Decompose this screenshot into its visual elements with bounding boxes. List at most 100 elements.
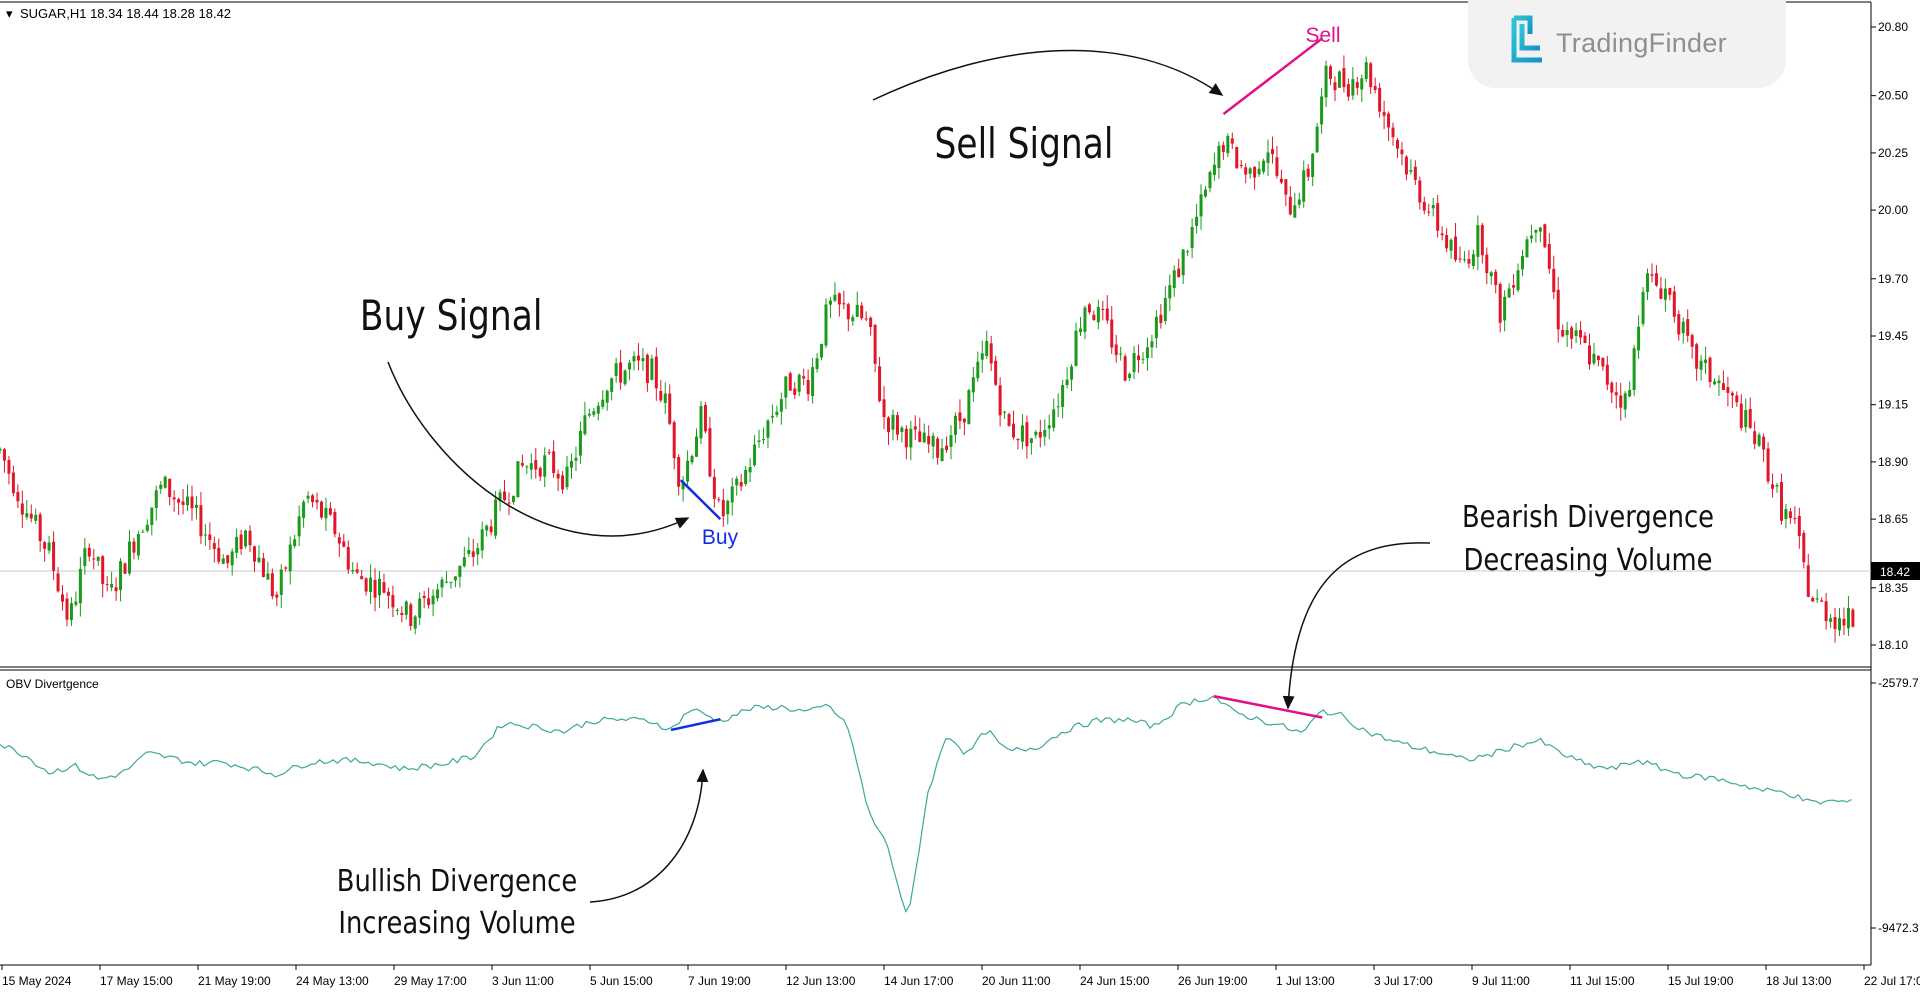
candle-body	[623, 370, 627, 385]
candle-body	[654, 356, 658, 389]
candle-body	[1217, 145, 1221, 169]
candle-body	[1329, 66, 1333, 79]
time-axis-tick-label: 7 Jun 19:00	[688, 974, 751, 988]
candle-body	[288, 544, 292, 572]
candle-body	[904, 428, 908, 448]
candle-body	[1534, 229, 1538, 233]
obv-axis-tick-label: -2579.7	[1878, 676, 1919, 690]
candle-body	[386, 591, 390, 596]
candle-body	[717, 499, 721, 501]
candle-body	[931, 435, 935, 447]
candle-body	[1596, 355, 1600, 361]
time-axis-tick-label: 20 Jun 11:00	[982, 974, 1051, 988]
candle-body	[489, 526, 493, 533]
candle-body	[556, 473, 560, 479]
candle-body	[587, 413, 591, 416]
candle-body	[1543, 224, 1547, 248]
candle-body	[712, 476, 716, 499]
candle-body	[1199, 194, 1203, 217]
candle-body	[1632, 348, 1636, 391]
candle-body	[1757, 434, 1761, 446]
candle-body	[47, 542, 51, 551]
candle-body	[1476, 225, 1480, 257]
candle-body	[1458, 258, 1462, 260]
candle-body	[766, 420, 770, 438]
candle-body	[927, 435, 931, 445]
candle-body	[1096, 306, 1100, 323]
candle-body	[123, 563, 127, 574]
candle-body	[212, 543, 216, 549]
candle-body	[900, 427, 904, 432]
candle-body	[681, 481, 685, 490]
candle-body	[1101, 308, 1105, 310]
bearish-divergence-line	[1213, 694, 1323, 719]
candle-body	[949, 435, 953, 447]
candle-body	[770, 415, 774, 418]
candle-body	[1462, 259, 1466, 261]
candle-body	[1266, 152, 1270, 163]
obv-line	[0, 695, 1852, 913]
buy-signal-arrow	[387, 361, 690, 537]
candle-body	[110, 584, 114, 588]
candle-body	[96, 556, 100, 561]
candle-body	[275, 594, 279, 598]
candle-body	[181, 501, 185, 505]
candle-body	[887, 417, 891, 433]
candle-body	[431, 595, 435, 605]
candle-body	[1690, 335, 1694, 347]
candle-body	[69, 603, 73, 621]
candle-body	[351, 569, 355, 572]
candle-body	[1400, 149, 1404, 155]
time-axis-tick-label: 29 May 17:00	[394, 974, 467, 988]
candle-body	[1802, 532, 1806, 563]
candle-body	[1619, 395, 1623, 408]
candle-body	[1293, 205, 1297, 218]
time-axis-tick-label: 24 Jun 15:00	[1080, 974, 1150, 988]
candle-body	[1610, 382, 1614, 393]
bullish-divergence-label-2: Increasing Volume	[338, 905, 575, 940]
candle-body	[1257, 168, 1261, 175]
candle-body	[1650, 274, 1654, 276]
candle-body	[802, 376, 806, 379]
candle-body	[1788, 511, 1792, 518]
candle-body	[1699, 360, 1703, 370]
bearish-divergence-label-1: Bearish Divergence	[1462, 499, 1714, 534]
candle-body	[1579, 330, 1583, 338]
candle-body	[1762, 436, 1766, 450]
price-axis-tick-label: 18.65	[1878, 512, 1908, 526]
candle-body	[154, 490, 158, 508]
symbol-dropdown-icon[interactable]: ▾	[6, 6, 13, 21]
candle-body	[605, 390, 609, 403]
candle-body	[1480, 224, 1484, 256]
candle-body	[1695, 344, 1699, 369]
candle-body	[1186, 251, 1190, 253]
candle-body	[34, 514, 38, 521]
time-axis-tick-label: 9 Jul 11:00	[1472, 974, 1530, 988]
candle-body	[163, 476, 167, 488]
candle-body	[319, 501, 323, 518]
candle-body	[1043, 430, 1047, 437]
candle-body	[1838, 618, 1842, 631]
candle-body	[244, 530, 248, 547]
candle-body	[257, 557, 261, 562]
candle-body	[1168, 285, 1172, 299]
obv-axis-ticks: -2579.7 -9472.3	[1871, 676, 1919, 935]
candle-body	[1440, 233, 1444, 236]
candle-body	[1230, 138, 1234, 144]
candle-body	[1775, 485, 1779, 487]
candle-body	[1114, 344, 1118, 355]
candle-body	[1056, 406, 1060, 408]
candle-body	[574, 457, 578, 461]
candle-body	[270, 573, 274, 597]
candle-body	[552, 451, 556, 474]
candle-body	[1829, 618, 1833, 622]
candle-body	[1623, 393, 1627, 410]
candle-body	[1378, 87, 1382, 112]
candle-body	[1552, 268, 1556, 293]
candle-body	[29, 513, 33, 519]
candle-body	[382, 582, 386, 593]
candle-body	[1092, 314, 1096, 321]
candle-body	[373, 579, 377, 598]
candle-body	[1672, 291, 1676, 317]
candle-body	[369, 577, 373, 593]
